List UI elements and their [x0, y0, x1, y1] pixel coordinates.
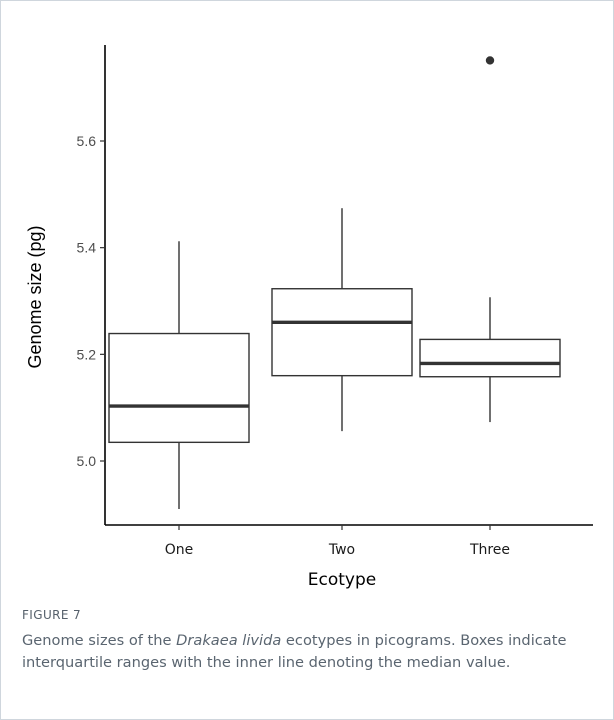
y-ticks: 5.0 5.2 5.4 5.6 [77, 133, 105, 469]
x-axis-title: Ecotype [308, 570, 376, 590]
y-tick-label: 5.0 [77, 453, 97, 469]
iqr-box [271, 288, 413, 377]
boxes [108, 56, 561, 509]
box-one [108, 241, 250, 509]
box-plot-chart: 5.0 5.2 5.4 5.6 One Two Three Ecotype Genome … [25, 45, 593, 590]
outlier-point [485, 56, 495, 65]
y-tick-label: 5.2 [77, 346, 97, 362]
x-tick-label-two: Two [328, 542, 355, 558]
x-ticks: One Two Three [165, 525, 510, 558]
caption-text-before: Genome sizes of the [22, 632, 177, 649]
box-two [271, 208, 413, 432]
y-tick-label: 5.4 [77, 240, 97, 256]
x-tick-label-three: Three [469, 542, 510, 558]
y-axis-title: Genome size (pg) [25, 225, 45, 368]
figure-caption: Genome sizes of the Drakaea livida ecoty… [22, 630, 597, 674]
box-three [419, 56, 561, 423]
iqr-box [108, 332, 250, 444]
caption-species: Drakaea livida [176, 632, 282, 649]
y-tick-label: 5.6 [77, 133, 97, 149]
x-tick-label-one: One [165, 542, 194, 558]
axes [104, 45, 593, 526]
figure-label: FIGURE 7 [22, 608, 82, 622]
iqr-box [419, 338, 561, 378]
caption-text-after: ecotypes in picograms. Boxes indicate in… [22, 632, 567, 671]
